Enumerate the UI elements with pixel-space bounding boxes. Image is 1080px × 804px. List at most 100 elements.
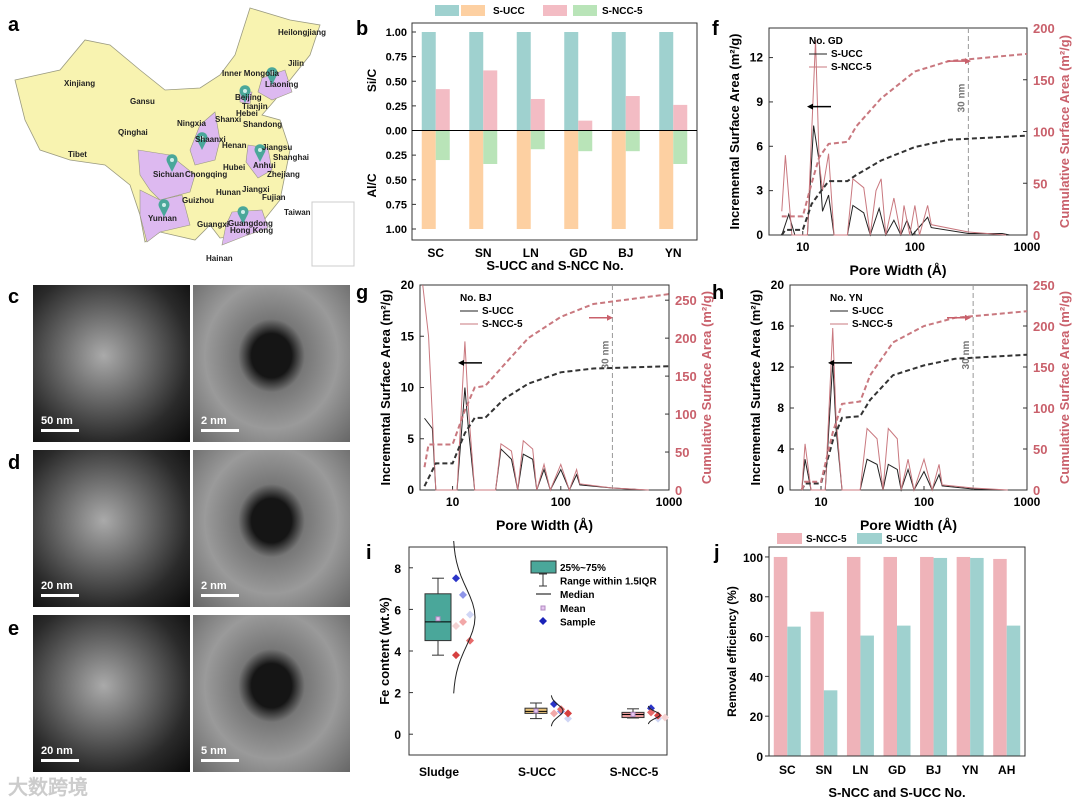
series-line-s-ncc-5-cumulative	[781, 52, 1028, 218]
panel-label-i: i	[366, 542, 372, 564]
bar-s-ucc-al-c	[516, 130, 531, 229]
sample-point	[466, 610, 474, 619]
y2-tick-label: 200	[1033, 319, 1055, 334]
bar-s-ucc-si-c	[469, 32, 484, 131]
y-tick-label: 0.25	[386, 101, 407, 113]
map-label-qinghai: Qinghai	[118, 128, 148, 137]
y-tick-label: 1.00	[386, 27, 407, 39]
legend-label: S-NCC-5	[482, 319, 523, 330]
tem-image-d-2: 2 nm	[193, 450, 350, 607]
chart-f: 0 3 6 9 12 0 50 100 150 200 10 100 1000 30 nm No. GD S-…	[727, 21, 1072, 278]
map-label-liaoning: Liaoning	[265, 80, 299, 89]
sample-point	[550, 700, 558, 709]
bar-s-ncc-5-si-c	[530, 98, 545, 131]
legend-swatch	[573, 5, 597, 16]
legend-label: S-NCC-5	[852, 319, 893, 330]
map-label-fujian: Fujian	[262, 193, 286, 202]
map-region-yunnan	[139, 189, 191, 243]
map-pin-dot	[170, 158, 174, 162]
arrowhead	[965, 314, 971, 321]
map-label-guizhou: Guizhou	[182, 196, 214, 205]
map-label-hong-kong: Hong Kong	[230, 226, 274, 235]
series-line-s-ucc	[781, 125, 1010, 237]
y-tick-label: 0	[756, 750, 763, 764]
map-label-taiwan: Taiwan	[284, 208, 311, 217]
legend-mean	[540, 605, 546, 611]
map-label-ningxia: Ningxia	[177, 119, 206, 128]
y-tick-label: 0	[394, 728, 401, 742]
map-label-guangxi: Guangxi	[197, 220, 230, 229]
bar-s-ncc-5	[773, 556, 788, 756]
y2-tick-label: 150	[675, 369, 697, 384]
x-axis-label: S-NCC and S-UCC No.	[828, 785, 965, 800]
bar-s-ucc	[933, 557, 948, 756]
chart-i: 0 2 4 6 8 Sludge S-UCC S-NCC-5 Fe content (wt.%)…	[377, 540, 669, 779]
map-region-liaoning	[257, 69, 293, 101]
x-tick-label: AH	[998, 763, 1015, 777]
y-tick-label: 0	[777, 483, 784, 497]
map-pin-dot	[258, 148, 262, 152]
y-tick-label: 0.50	[386, 76, 407, 88]
x-tick-label: BJ	[618, 246, 633, 260]
x-tick-label: GD	[569, 246, 587, 260]
x-tick-label: S-UCC	[518, 765, 556, 779]
tem-image-e-2: 5 nm	[193, 615, 350, 772]
bar-s-ncc-5	[846, 556, 861, 756]
map-label-beijing: Beijing	[235, 93, 262, 102]
series-line-s-ncc-5-cumulative	[423, 293, 670, 468]
series-line-s-ucc-cumulative	[780, 134, 1028, 236]
tem-image-c-1: 50 nm	[33, 285, 190, 442]
y-tick-label: 8	[394, 562, 401, 576]
map-pin-icon	[196, 132, 208, 150]
map-label-shanxi: Shanxi	[215, 115, 242, 124]
map-label-inner-mongolia: Inner Mongolia	[222, 69, 279, 78]
watermark: 大数跨境	[8, 777, 88, 799]
y-tick-label: 2	[394, 687, 401, 701]
bar-s-ucc	[823, 690, 838, 756]
plot-frame	[419, 284, 670, 491]
series-line-s-ncc-5	[422, 284, 649, 492]
y2-tick-label: 150	[1033, 360, 1055, 375]
y-tick-label: 10	[401, 381, 415, 395]
bar-s-ncc-5-si-c	[625, 96, 640, 131]
y-tick-label: 0.00	[386, 126, 407, 138]
legend-label: S-UCC	[831, 49, 863, 60]
map-region-guangdong	[221, 209, 269, 246]
y-tick-label: 40	[750, 670, 764, 684]
map-label-jiangxi: Jiangxi	[242, 185, 270, 194]
y-axis-label: Incremental Surface Area (m²/g)	[727, 33, 742, 229]
y-tick-label: 12	[771, 360, 785, 374]
map-label-jilin: Jilin	[288, 59, 305, 68]
y-tick-label: 0.25	[386, 150, 407, 162]
y2-tick-label: 0	[1033, 483, 1040, 498]
panel-label-g: g	[356, 282, 369, 304]
legend-swatch	[777, 533, 802, 544]
y-axis-label: Removal efficiency (%)	[725, 586, 739, 717]
china-map	[14, 7, 355, 267]
sample-point	[459, 590, 467, 599]
bar-s-ucc-si-c	[421, 32, 436, 131]
bar-s-ucc	[860, 635, 874, 756]
x-tick-label: 100	[905, 240, 925, 254]
y-axis-label-bottom: Al/C	[365, 173, 379, 197]
y-tick-label: 0	[407, 483, 414, 497]
legend-swatch	[435, 5, 459, 16]
x-axis-label: Pore Width (Å)	[496, 517, 593, 533]
map-label-chongqing: Chongqing	[185, 170, 228, 179]
bar-s-ncc-5-al-c	[483, 130, 498, 164]
legend-swatch	[461, 5, 485, 16]
bar-s-ucc-al-c	[659, 130, 674, 229]
y-tick-label: 6	[756, 139, 763, 153]
box-iqr	[424, 593, 452, 642]
y-axis-label: Incremental Surface Area (m²/g)	[378, 289, 393, 485]
x-tick-label: S-NCC-5	[610, 765, 659, 779]
arrowhead	[828, 359, 834, 366]
bar-s-ncc-5-al-c	[530, 130, 545, 150]
y2-tick-label: 100	[1033, 401, 1055, 416]
map-label-gansu: Gansu	[130, 97, 155, 106]
scale-bar: 2 nm	[201, 415, 239, 432]
legend-label: 25%~75%	[560, 563, 606, 574]
x-axis-label: Pore Width (Å)	[849, 262, 946, 278]
tem-image-e-1: 20 nm	[33, 615, 190, 772]
